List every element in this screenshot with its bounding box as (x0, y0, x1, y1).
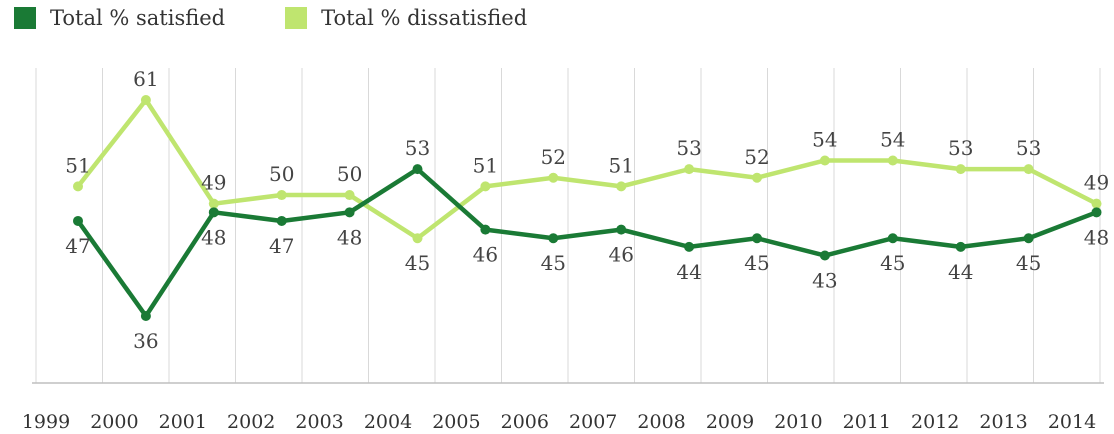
data-label-dissatisfied: 49 (201, 171, 226, 195)
x-tick-label: 2006 (501, 411, 549, 433)
x-tick-label: 2005 (432, 411, 480, 433)
data-label-satisfied: 47 (65, 234, 90, 258)
data-label-satisfied: 46 (473, 243, 498, 267)
data-label-dissatisfied: 61 (133, 67, 158, 91)
data-label-satisfied: 45 (541, 251, 566, 275)
data-point-dissatisfied (480, 181, 491, 192)
data-label-dissatisfied: 50 (337, 162, 362, 186)
x-tick-label: 2009 (706, 411, 754, 433)
data-label-dissatisfied: 50 (269, 162, 294, 186)
data-label-dissatisfied: 54 (880, 127, 905, 151)
data-point-satisfied (208, 207, 219, 218)
data-label-satisfied: 44 (676, 260, 701, 284)
data-point-dissatisfied (1023, 164, 1034, 175)
data-point-satisfied (344, 207, 355, 218)
x-tick-label: 2002 (227, 411, 275, 433)
data-label-dissatisfied: 52 (541, 145, 566, 169)
data-label-satisfied: 48 (337, 225, 362, 249)
data-point-dissatisfied (344, 190, 355, 201)
legend-item-satisfied: Total % satisfied (14, 6, 225, 30)
data-label-satisfied: 45 (1016, 251, 1041, 275)
data-label-dissatisfied: 52 (744, 145, 769, 169)
data-label-dissatisfied: 51 (473, 153, 498, 177)
data-point-dissatisfied (1091, 198, 1102, 209)
data-label-dissatisfied: 51 (65, 153, 90, 177)
data-label-satisfied: 48 (1084, 225, 1109, 249)
data-label-dissatisfied: 49 (1084, 171, 1109, 195)
data-point-satisfied (1091, 207, 1102, 218)
data-point-satisfied (548, 233, 559, 244)
data-point-satisfied (887, 233, 898, 244)
data-label-satisfied: 45 (880, 251, 905, 275)
data-point-dissatisfied (73, 181, 83, 192)
data-point-satisfied (73, 215, 83, 226)
x-tick-label: 2011 (843, 411, 891, 433)
x-tick-label: 2000 (90, 411, 138, 433)
data-label-satisfied: 43 (812, 269, 837, 293)
data-point-satisfied (616, 224, 627, 235)
legend-swatch-dissatisfied (285, 7, 308, 29)
data-label-dissatisfied: 53 (676, 136, 701, 160)
data-label-satisfied: 46 (608, 243, 633, 267)
data-point-dissatisfied (412, 233, 423, 244)
data-point-satisfied (1023, 233, 1034, 244)
data-point-dissatisfied (140, 95, 151, 105)
data-point-satisfied (480, 224, 491, 235)
x-tick-label: 1999 (22, 411, 70, 433)
data-label-dissatisfied: 53 (1016, 136, 1041, 160)
legend-label-dissatisfied: Total % dissatisfied (321, 6, 528, 30)
legend-label-satisfied: Total % satisfied (50, 6, 226, 30)
data-label-satisfied: 48 (201, 225, 226, 249)
data-point-satisfied (276, 215, 287, 226)
data-point-dissatisfied (208, 198, 219, 209)
series-line-dissatisfied (75, 97, 1099, 241)
data-point-dissatisfied (548, 172, 559, 183)
data-point-satisfied (412, 164, 423, 175)
data-label-dissatisfied: 54 (812, 127, 837, 151)
x-tick-label: 2014 (1048, 411, 1096, 433)
x-tick-label: 2007 (569, 411, 617, 433)
data-label-dissatisfied: 51 (608, 153, 633, 177)
x-tick-label: 2001 (159, 411, 207, 433)
data-label-satisfied: 45 (744, 251, 769, 275)
data-label-satisfied: 47 (269, 234, 294, 258)
data-point-satisfied (955, 241, 966, 252)
data-point-satisfied (819, 250, 830, 261)
x-tick-label: 2008 (637, 411, 685, 433)
data-point-dissatisfied (887, 155, 898, 166)
data-point-dissatisfied (616, 181, 627, 192)
data-label-dissatisfied: 53 (948, 136, 973, 160)
x-tick-label: 2010 (774, 411, 822, 433)
data-point-dissatisfied (955, 164, 966, 175)
data-label-satisfied: 36 (133, 329, 158, 353)
data-point-satisfied (752, 233, 762, 244)
data-point-satisfied (684, 241, 695, 252)
chart-legend: Total % satisfied Total % dissatisfied (14, 6, 587, 30)
data-label-dissatisfied: 45 (405, 251, 430, 275)
data-point-dissatisfied (819, 155, 830, 166)
data-point-dissatisfied (752, 172, 762, 183)
data-point-dissatisfied (276, 190, 287, 201)
data-label-satisfied: 53 (405, 136, 430, 160)
data-point-satisfied (140, 311, 151, 321)
legend-swatch-satisfied (14, 7, 36, 29)
x-tick-label: 2013 (979, 411, 1027, 433)
x-tick-label: 2004 (364, 411, 412, 433)
data-point-dissatisfied (684, 164, 695, 175)
x-tick-label: 2012 (911, 411, 959, 433)
legend-item-dissatisfied: Total % dissatisfied (285, 6, 527, 30)
series-line-satisfied (75, 166, 1099, 319)
data-label-satisfied: 44 (948, 260, 973, 284)
x-tick-label: 2003 (295, 411, 343, 433)
